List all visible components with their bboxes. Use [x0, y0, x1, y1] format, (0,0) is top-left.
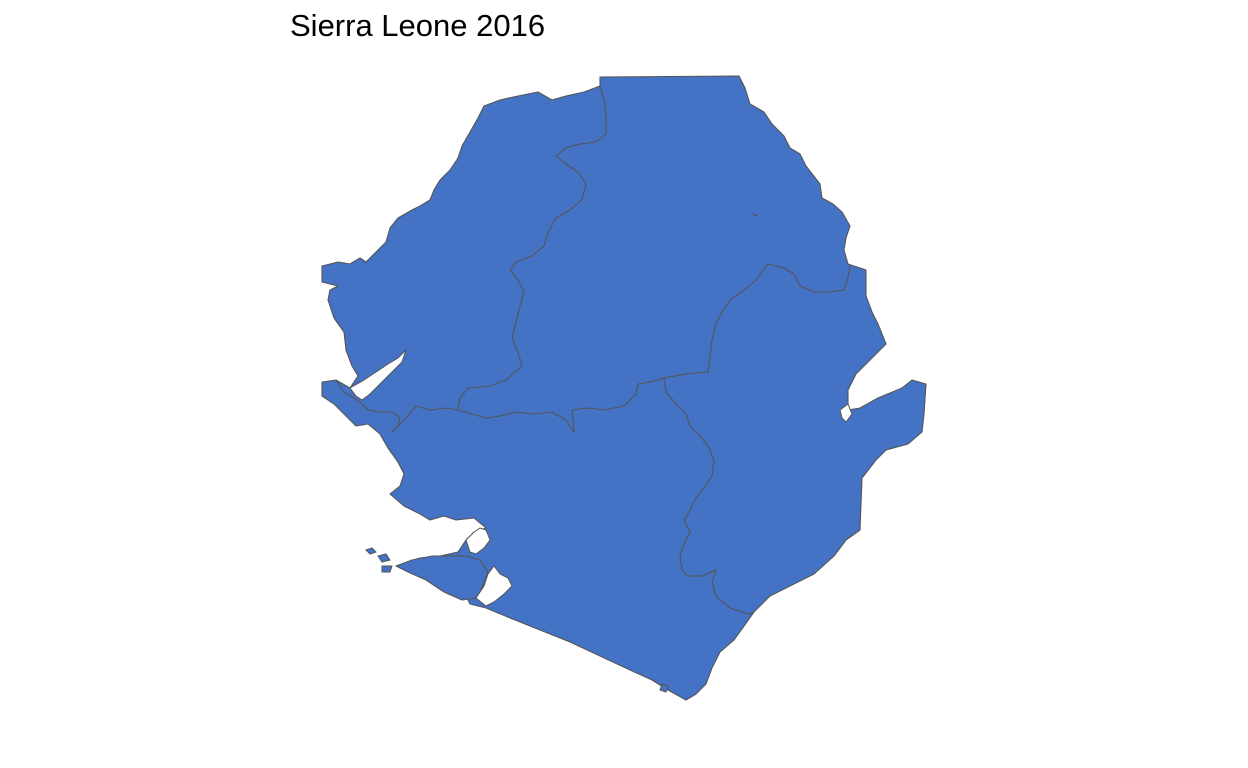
region-border-north-western [457, 85, 607, 411]
region-border-western-area [335, 379, 401, 433]
sherbro-island [395, 555, 489, 601]
islet [365, 547, 377, 555]
region-border-eastern [663, 377, 755, 615]
estuary-inlet [465, 527, 491, 555]
estuary-inlet [349, 349, 407, 401]
country-outline [321, 75, 927, 701]
islet [377, 553, 391, 563]
estuary-inlet [839, 403, 853, 423]
region-border-fragment [751, 213, 759, 217]
estuary-inlet [475, 565, 513, 607]
region-border-southern-north [391, 263, 851, 433]
islet [381, 565, 393, 573]
islet [659, 683, 669, 693]
map-title: Sierra Leone 2016 [290, 8, 546, 43]
